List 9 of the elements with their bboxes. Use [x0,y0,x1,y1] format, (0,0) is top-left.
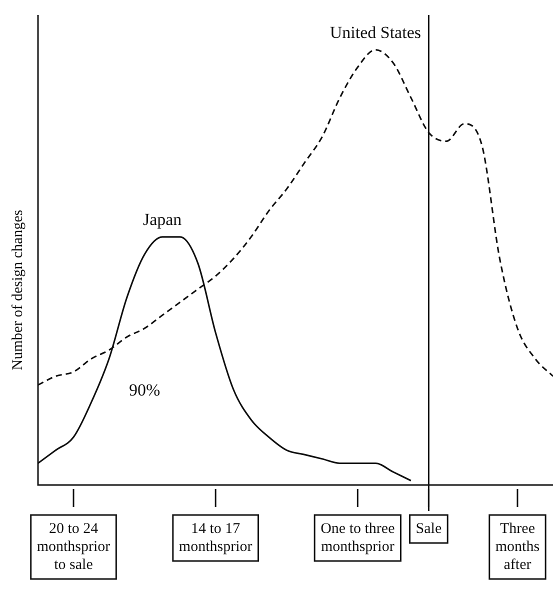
x-tick-label: One to three monthsprior [320,520,396,555]
x-tick-label: Three months after [495,520,540,573]
y-axis-title: Number of design changes [10,210,26,370]
x-tick-label: 14 to 17 monthsprior [178,520,252,555]
annotation: 90% [128,380,160,400]
series-label: Japan [142,210,182,229]
x-tick-label: 20 to 24 monthsprior to sale [36,520,110,573]
series-label: United States [330,22,421,42]
x-tick-label: Sale [416,520,442,537]
